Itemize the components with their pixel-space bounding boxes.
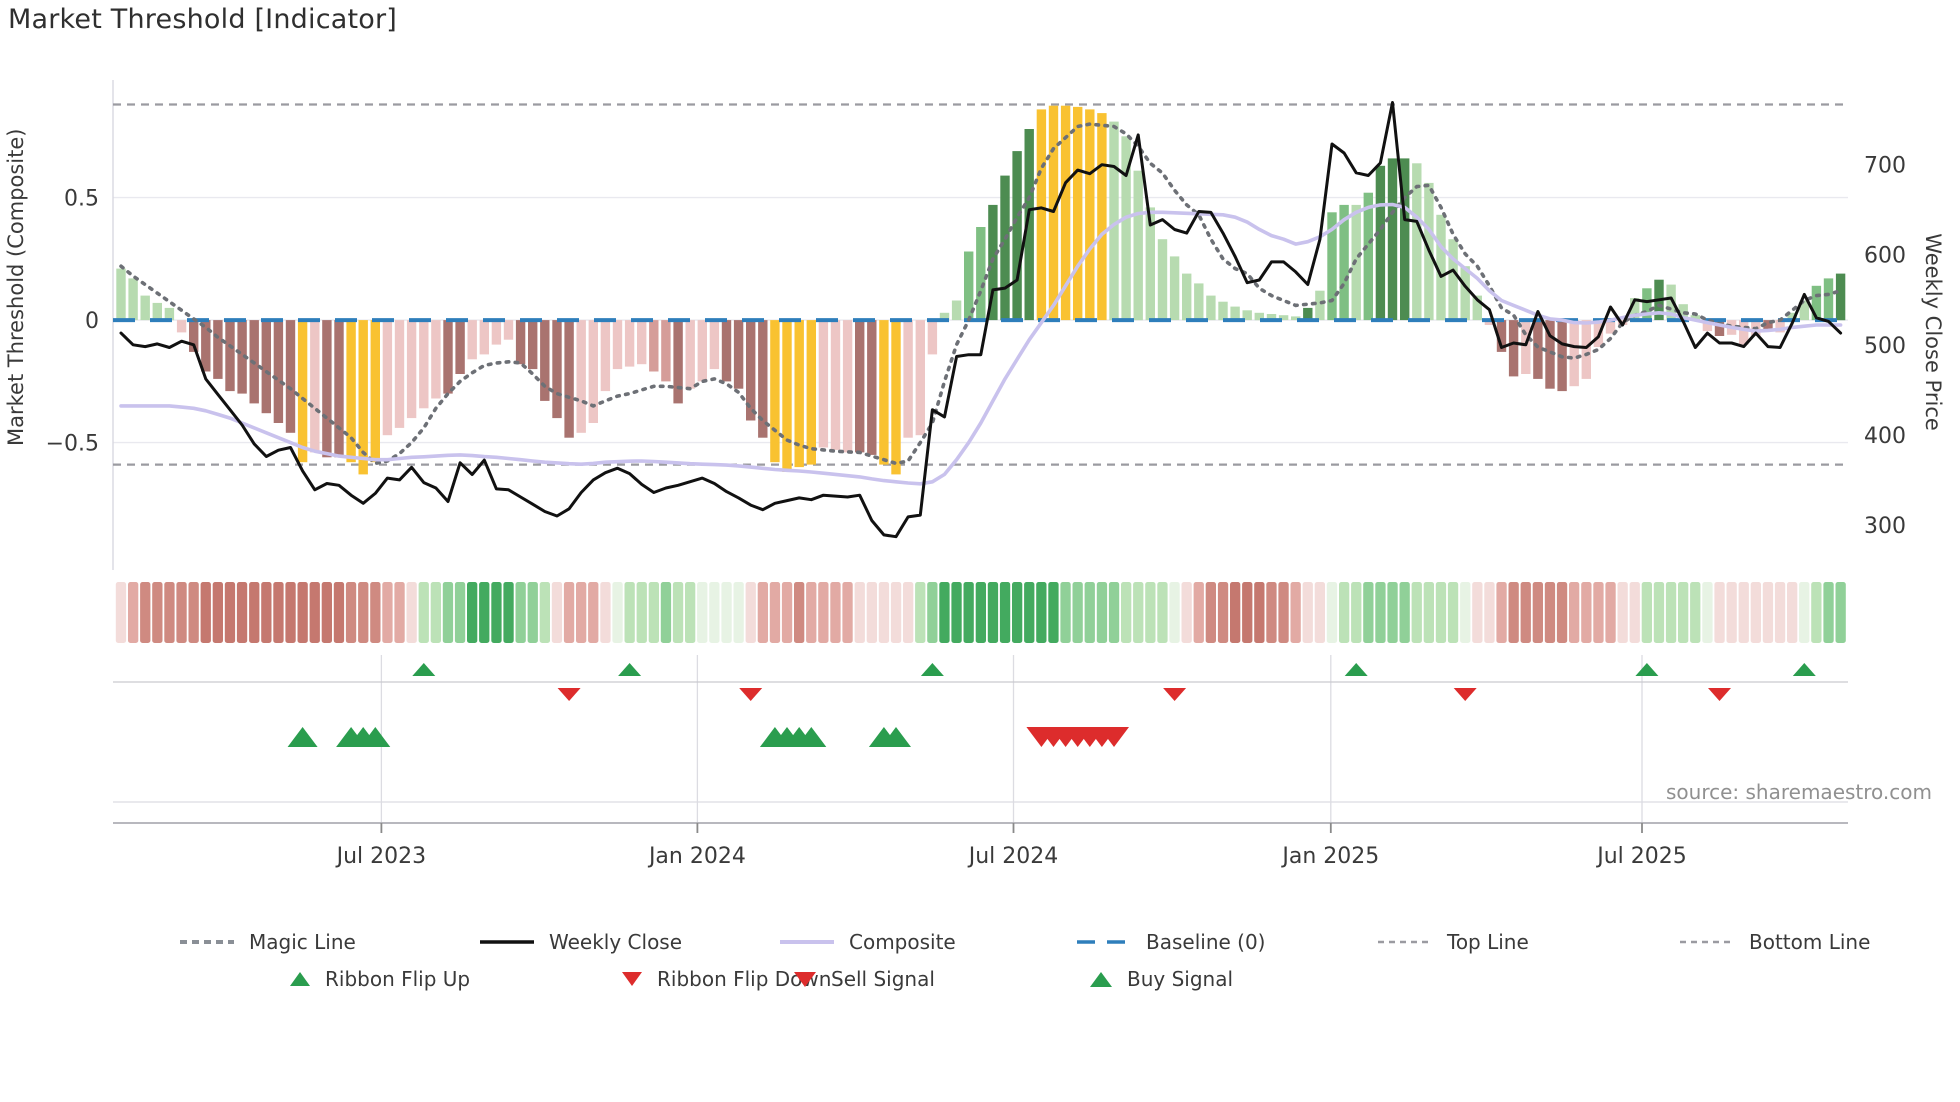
right-axis-title: Weekly Close Price bbox=[1921, 233, 1945, 431]
x-tick-label: Jul 2024 bbox=[967, 844, 1059, 869]
legend-label: Buy Signal bbox=[1127, 967, 1234, 991]
ribbon-strip bbox=[115, 582, 1846, 643]
source-credit: source: sharemaestro.com bbox=[1666, 780, 1932, 804]
composite-line bbox=[119, 202, 1843, 486]
ribbon-flip-up-marker bbox=[1792, 663, 1816, 676]
left-axis-title: Market Threshold (Composite) bbox=[4, 128, 28, 447]
legend-item-top-line: Top Line bbox=[1376, 928, 1529, 956]
signal-markers bbox=[287, 663, 1816, 747]
legend-label: Top Line bbox=[1447, 930, 1529, 954]
left-tick-label: 0.5 bbox=[64, 187, 99, 212]
legend-label: Sell Signal bbox=[831, 967, 935, 991]
legend-item-baseline: Baseline (0) bbox=[1075, 928, 1265, 956]
legend-label: Composite bbox=[849, 930, 956, 954]
ribbon-flip-down-marker bbox=[1453, 688, 1477, 701]
buy-signal-icon bbox=[1088, 969, 1114, 989]
legend-item-sell-signal: Sell Signal bbox=[792, 965, 935, 993]
buy-signal-marker bbox=[360, 727, 391, 747]
right-tick-label: 400 bbox=[1864, 424, 1906, 449]
ribbon-flip-up-marker bbox=[1344, 663, 1368, 676]
ribbon-flip-down-icon bbox=[620, 970, 644, 988]
ribbon-flip-up-marker bbox=[1635, 663, 1659, 676]
ribbon-flip-down-marker bbox=[739, 688, 763, 701]
x-tick-label: Jul 2025 bbox=[1595, 844, 1687, 869]
legend-item-composite: Composite bbox=[778, 928, 956, 956]
ribbon-flip-down-marker bbox=[1708, 688, 1731, 701]
ribbon-flip-down-marker bbox=[1163, 688, 1187, 701]
left-axis-ticks: 0.5 0 −0.5 bbox=[46, 187, 99, 457]
sell-signal-icon bbox=[792, 969, 818, 989]
buy-signal-marker bbox=[881, 727, 911, 747]
sell-signal-marker bbox=[1099, 727, 1129, 747]
ribbon-flip-up-marker bbox=[920, 663, 944, 676]
right-tick-label: 600 bbox=[1864, 244, 1906, 269]
ribbon-flip-up-marker bbox=[412, 663, 436, 676]
legend-item-weekly-close: Weekly Close bbox=[478, 928, 682, 956]
x-tick-label: Jan 2025 bbox=[1280, 844, 1379, 869]
threshold-bars bbox=[116, 105, 1846, 475]
legend-label: Magic Line bbox=[249, 930, 356, 954]
bottom-line-swatch bbox=[1678, 938, 1736, 946]
legend-label: Bottom Line bbox=[1749, 930, 1871, 954]
magic-line-swatch bbox=[178, 938, 236, 946]
right-axis-ticks: 700 600 500 400 300 bbox=[1864, 154, 1906, 539]
right-tick-label: 700 bbox=[1864, 154, 1906, 179]
legend-label: Weekly Close bbox=[549, 930, 683, 954]
x-tick-label: Jul 2023 bbox=[335, 844, 427, 869]
top-bottom-lines bbox=[113, 103, 1848, 466]
left-tick-label: 0 bbox=[85, 309, 99, 334]
buy-signal-marker bbox=[796, 727, 827, 747]
legend-label: Ribbon Flip Up bbox=[325, 967, 471, 991]
right-tick-label: 500 bbox=[1864, 334, 1906, 359]
legend-item-ribbon-flip-up: Ribbon Flip Up bbox=[288, 965, 470, 993]
x-tick-label: Jan 2024 bbox=[647, 844, 746, 869]
weekly-close-line bbox=[119, 101, 1843, 539]
composite-swatch bbox=[778, 938, 836, 946]
legend-label: Baseline (0) bbox=[1146, 930, 1266, 954]
top-line-swatch bbox=[1376, 938, 1434, 946]
ribbon-flip-up-marker bbox=[618, 663, 642, 676]
baseline-swatch bbox=[1075, 938, 1133, 946]
legend-item-magic-line: Magic Line bbox=[178, 928, 356, 956]
ribbon-flip-up-icon bbox=[288, 970, 312, 988]
magic-line bbox=[119, 122, 1843, 466]
weekly-close-swatch bbox=[478, 938, 536, 946]
page-title: Market Threshold [Indicator] bbox=[8, 4, 398, 35]
left-tick-label: −0.5 bbox=[46, 432, 99, 457]
buy-signal-marker bbox=[287, 727, 318, 747]
legend-item-buy-signal: Buy Signal bbox=[1088, 965, 1233, 993]
ribbon-flip-down-marker bbox=[557, 688, 581, 701]
right-tick-label: 300 bbox=[1864, 514, 1906, 539]
x-axis: Jul 2023 Jan 2024 Jul 2024 Jan 2025 Jul 2025 bbox=[113, 822, 1848, 869]
legend-item-bottom-line: Bottom Line bbox=[1678, 928, 1870, 956]
